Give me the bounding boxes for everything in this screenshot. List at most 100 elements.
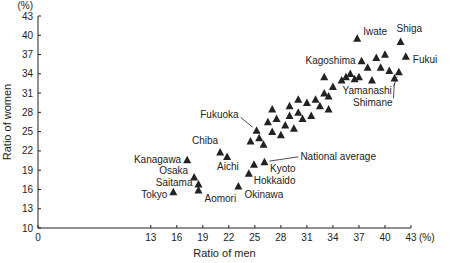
point-label: Shiga xyxy=(397,23,423,34)
point-label: Kanagawa xyxy=(134,154,182,165)
point xyxy=(268,127,276,135)
x-tick-label: 25 xyxy=(249,232,261,243)
y-tick xyxy=(38,35,41,36)
labels-group: Tokyo OsakaSaitama Aomori Kanagawa Chiba Aich… xyxy=(134,23,437,204)
y-tick xyxy=(38,189,41,190)
point xyxy=(385,66,393,74)
y-tick-label: 37 xyxy=(22,49,34,60)
points-group xyxy=(169,34,409,195)
point xyxy=(364,63,372,71)
y-tick xyxy=(38,150,41,151)
point xyxy=(395,68,403,76)
leader-line xyxy=(269,157,298,161)
point xyxy=(346,70,354,78)
y-tick xyxy=(38,208,41,209)
x-tick xyxy=(358,225,359,228)
point xyxy=(353,34,361,42)
point-label: Aichi xyxy=(217,161,239,172)
point xyxy=(255,134,263,142)
y-tick xyxy=(38,93,41,94)
x-tick xyxy=(150,225,151,228)
leader-line xyxy=(393,83,395,98)
y-tick-label: 13 xyxy=(22,203,34,214)
point xyxy=(294,95,302,103)
point-label: Osaka xyxy=(159,165,188,176)
point xyxy=(299,115,307,123)
y-tick-label: 40 xyxy=(22,30,34,41)
point-label: Fukui xyxy=(413,54,437,65)
point xyxy=(216,148,224,156)
point-label: Kagoshima xyxy=(306,55,356,66)
point-label: Fukuoka xyxy=(200,109,239,120)
y-tick-label: 19 xyxy=(22,165,34,176)
point xyxy=(223,152,231,160)
x-tick xyxy=(176,225,177,228)
point xyxy=(358,57,366,65)
point xyxy=(183,156,191,164)
y-tick-label: 31 xyxy=(22,88,34,99)
y-tick-label: 10 xyxy=(22,223,34,234)
point xyxy=(325,105,333,113)
point xyxy=(281,121,289,128)
x-tick-label: 37 xyxy=(353,232,365,243)
x-tick xyxy=(411,225,412,228)
point-label: Okinawa xyxy=(244,189,283,200)
x-axis-line xyxy=(38,228,411,229)
point xyxy=(372,54,380,62)
point xyxy=(391,74,399,82)
x-tick xyxy=(228,225,229,228)
y-tick xyxy=(38,73,41,74)
point xyxy=(381,50,389,58)
x-tick xyxy=(332,225,333,228)
point xyxy=(260,140,268,148)
y-tick-label: 28 xyxy=(22,107,34,118)
point-label: Shimane xyxy=(353,97,393,108)
point xyxy=(277,131,285,139)
point-label: Kyoto xyxy=(270,163,296,174)
x-tick-label: 0 xyxy=(35,232,41,243)
point xyxy=(368,76,376,84)
point xyxy=(194,186,202,194)
x-tick-label: 31 xyxy=(301,232,313,243)
y-tick xyxy=(38,131,41,132)
point xyxy=(273,115,281,123)
x-tick-label: 28 xyxy=(275,232,287,243)
point xyxy=(286,111,294,119)
point-label: Tokyo xyxy=(141,189,168,200)
x-unit-label: (%) xyxy=(419,232,435,243)
point-label: Aomori xyxy=(204,193,236,204)
point xyxy=(402,52,410,60)
y-axis-line xyxy=(38,16,39,228)
point-label: Yamanashi xyxy=(343,85,392,96)
point xyxy=(250,160,258,168)
point xyxy=(247,137,255,145)
y-tick-label: 34 xyxy=(22,68,34,79)
point xyxy=(253,126,261,134)
x-tick-label: 40 xyxy=(379,232,391,243)
point xyxy=(245,169,253,177)
x-tick-label: 22 xyxy=(223,232,235,243)
point-label: Hokkaido xyxy=(254,175,296,186)
y-unit-label: (%) xyxy=(17,0,33,11)
x-tick-label: 16 xyxy=(171,232,183,243)
point xyxy=(234,182,242,190)
point xyxy=(286,102,294,110)
y-tick-label: 25 xyxy=(22,126,34,137)
point-label: Chiba xyxy=(192,135,219,146)
point xyxy=(169,188,177,196)
point xyxy=(316,102,324,110)
y-tick xyxy=(38,112,41,113)
point xyxy=(320,73,328,81)
point xyxy=(377,63,385,71)
point xyxy=(294,108,302,116)
x-tick xyxy=(254,225,255,228)
x-tick xyxy=(280,225,281,228)
y-tick xyxy=(38,16,41,17)
point xyxy=(312,95,320,103)
point xyxy=(260,158,268,166)
y-tick xyxy=(38,54,41,55)
x-tick xyxy=(306,225,307,228)
point xyxy=(325,92,333,100)
x-tick-label: 34 xyxy=(327,232,339,243)
point-label: Saitama xyxy=(156,177,193,188)
